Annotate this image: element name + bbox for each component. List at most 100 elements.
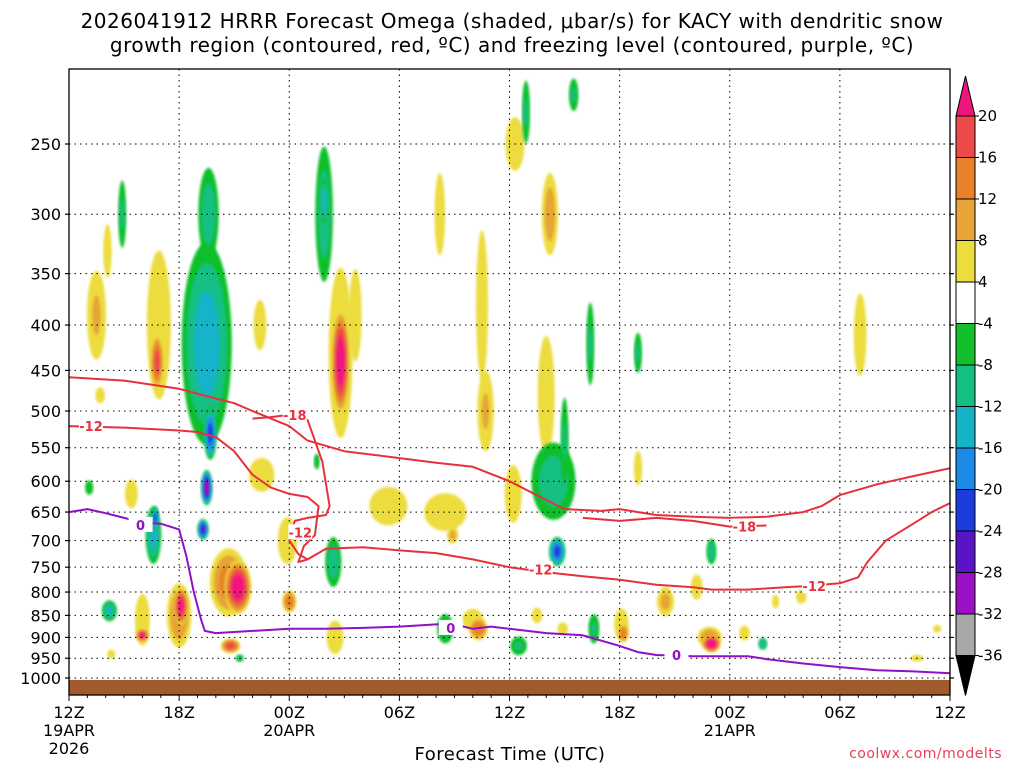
contour-label: -12 bbox=[79, 418, 104, 435]
contour-label: -18 bbox=[282, 406, 307, 424]
omega-cell bbox=[85, 480, 94, 495]
y-tick-label: 800 bbox=[30, 583, 61, 602]
y-tick-label: 500 bbox=[30, 402, 61, 421]
omega-cell bbox=[588, 614, 600, 644]
colorbar-bottom-arrow bbox=[955, 655, 976, 696]
colorbar-bin bbox=[955, 447, 976, 490]
omega-cell bbox=[249, 457, 275, 492]
omega-cell bbox=[933, 625, 942, 633]
y-tick-label: 950 bbox=[30, 649, 61, 668]
contour-label: 0 bbox=[128, 516, 153, 534]
colorbar-label: 4 bbox=[978, 273, 988, 291]
omega-cell bbox=[557, 622, 568, 636]
omega-cell bbox=[560, 397, 569, 484]
omega-cell bbox=[702, 635, 721, 653]
contour-label: -12 bbox=[288, 524, 313, 541]
omega-cell bbox=[203, 406, 217, 460]
colorbar-label: -16 bbox=[978, 439, 1003, 457]
x-tick-date: 21APR bbox=[704, 721, 756, 740]
y-tick-label: 1000 bbox=[20, 669, 61, 688]
x-tick-label: 00Z bbox=[274, 703, 305, 722]
omega-cell bbox=[181, 242, 232, 445]
omega-cell bbox=[537, 336, 555, 455]
colorbar-label: -32 bbox=[978, 605, 1003, 623]
x-tick-label: 00Z bbox=[714, 703, 745, 722]
colorbar-label: -24 bbox=[978, 522, 1003, 540]
omega-cell bbox=[326, 620, 344, 655]
omega-cell bbox=[313, 453, 320, 470]
omega-cell bbox=[200, 469, 213, 506]
colorbar-bin bbox=[955, 198, 976, 241]
y-tick-label: 250 bbox=[30, 135, 61, 154]
svg-text:0: 0 bbox=[446, 622, 455, 637]
omega-cell bbox=[796, 589, 807, 604]
omega-shading bbox=[85, 78, 942, 662]
omega-cell bbox=[101, 600, 117, 622]
omega-cell bbox=[348, 269, 362, 362]
omega-cell bbox=[633, 332, 643, 373]
colorbar-label: 20 bbox=[978, 107, 997, 125]
colorbar-top-arrow bbox=[955, 75, 976, 117]
omega-cell bbox=[135, 628, 150, 643]
svg-text:-12: -12 bbox=[79, 420, 103, 435]
x-tick-label: 18Z bbox=[604, 703, 635, 722]
svg-text:-12: -12 bbox=[289, 526, 313, 541]
omega-cell bbox=[282, 590, 297, 613]
x-tick-year: 2026 bbox=[49, 739, 90, 758]
omega-cell bbox=[325, 537, 342, 587]
y-tick-label: 850 bbox=[30, 606, 61, 625]
omega-cell bbox=[548, 536, 566, 567]
colorbar-bin bbox=[955, 157, 976, 200]
y-tick-label: 300 bbox=[30, 205, 61, 224]
omega-cell bbox=[657, 587, 674, 617]
contour-minus12-upper bbox=[69, 376, 950, 519]
omega-cell bbox=[86, 270, 107, 360]
omega-cell bbox=[476, 230, 488, 381]
colorbar-bin bbox=[955, 406, 976, 449]
svg-text:0: 0 bbox=[136, 519, 145, 534]
y-tick-label: 750 bbox=[30, 558, 61, 577]
colorbar-label: -36 bbox=[978, 647, 1003, 665]
y-tick-label: 650 bbox=[30, 503, 61, 522]
colorbar: 20 16 12 8 4 -4 -8 -12 -16 -20 -24 -28 -32 -36 bbox=[955, 75, 1003, 696]
axes: 250 300 350 400 450 500 550 600 650 700 750 800 850 9… bbox=[20, 135, 965, 758]
svg-text:-12: -12 bbox=[802, 580, 826, 595]
contour-label: -12 bbox=[528, 561, 553, 579]
svg-text:-12: -12 bbox=[529, 564, 553, 579]
omega-cell bbox=[477, 370, 494, 452]
colorbar-label: -4 bbox=[978, 315, 993, 333]
omega-cell bbox=[253, 299, 267, 351]
x-tick-date: 20APR bbox=[263, 721, 315, 740]
chart-title-line-2: growth region (contoured, red, ºC) and f… bbox=[109, 33, 915, 57]
contour-lines: -12 -18 -18 0 0 0 -12 -12 -12 bbox=[69, 376, 950, 675]
credit-link[interactable]: coolwx.com/modelts bbox=[849, 746, 1002, 762]
omega-cell bbox=[510, 636, 527, 656]
omega-cell bbox=[103, 224, 112, 278]
omega-cell bbox=[95, 387, 105, 404]
x-tick-label: 12Z bbox=[934, 703, 965, 722]
omega-cell bbox=[197, 518, 209, 540]
x-tick-label: 06Z bbox=[824, 703, 855, 722]
chart-title-line-1: 2026041912 HRRR Forecast Omega (shaded, … bbox=[80, 9, 944, 33]
omega-cell bbox=[320, 178, 328, 224]
y-tick-label: 400 bbox=[30, 316, 61, 335]
omega-cell bbox=[369, 486, 408, 526]
contour-label: -12 bbox=[802, 578, 827, 595]
omega-cell bbox=[150, 334, 164, 390]
y-tick-label: 450 bbox=[30, 361, 61, 380]
omega-cell bbox=[586, 302, 595, 386]
omega-cell bbox=[706, 538, 717, 565]
colorbar-bin bbox=[955, 572, 976, 615]
colorbar-bin bbox=[955, 281, 976, 324]
omega-cell bbox=[617, 623, 629, 643]
y-tick-label: 350 bbox=[30, 265, 61, 284]
svg-text:-18: -18 bbox=[283, 409, 307, 424]
y-tick-label: 550 bbox=[30, 439, 61, 458]
omega-cell bbox=[124, 479, 138, 509]
svg-text:-18: -18 bbox=[733, 521, 757, 536]
colorbar-bin bbox=[955, 613, 976, 656]
colorbar-bin bbox=[955, 530, 976, 573]
omega-cell bbox=[739, 625, 750, 641]
colorbar-bin bbox=[955, 240, 976, 283]
